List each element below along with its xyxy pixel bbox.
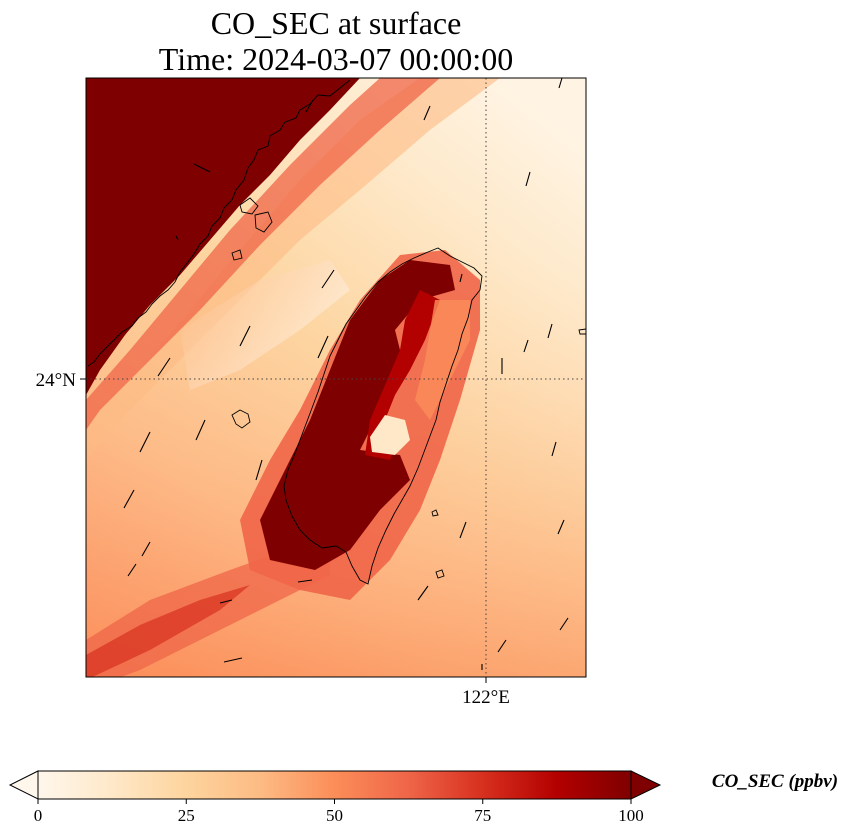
graticule [86, 78, 586, 677]
wind-arrow [127, 563, 137, 577]
map-frame [85, 77, 587, 678]
colorbar-tick-label: 50 [326, 806, 343, 825]
taiwan-high-core [260, 260, 455, 570]
wind-arrow [557, 519, 565, 535]
wind-arrow [317, 335, 329, 359]
colorbar-extend-min [8, 770, 39, 800]
mainland-inlet-2 [254, 211, 273, 233]
colorbar-ticks: 0 25 50 75 100 [34, 799, 644, 825]
lon-tick-label: 122°E [462, 687, 510, 708]
wind-arrow [255, 459, 263, 481]
colorbar-tick-label: 100 [618, 806, 644, 825]
plot-title: CO_SEC at surface [210, 5, 462, 41]
wind-arrow [551, 441, 557, 457]
mainland-islet-1 [231, 249, 243, 261]
wind-vectors [123, 77, 569, 670]
colorbar-extend-max [630, 770, 662, 800]
taiwan-low-pocket [370, 415, 410, 455]
wind-arrow [417, 585, 429, 601]
wind-arrow [123, 489, 135, 509]
wind-arrow [223, 657, 243, 663]
wind-arrow [305, 99, 314, 113]
sw-plume-core [86, 585, 250, 677]
penghu-islands [231, 409, 251, 429]
wind-arrow [559, 617, 569, 631]
plot-subtitle-time: Time: 2024-03-07 00:00:00 [158, 41, 514, 77]
wind-arrow [195, 419, 206, 441]
wind-arrow [547, 323, 553, 339]
wind-arrow [459, 521, 467, 539]
wind-arrow [193, 163, 211, 173]
green-island [431, 509, 439, 517]
lat-tick-label: 24°N [36, 370, 77, 391]
orchid-island [435, 569, 445, 579]
wind-arrow [297, 579, 313, 583]
strait-light-plume [180, 260, 350, 390]
wind-arrow [239, 325, 251, 347]
colorbar-tick-label: 75 [474, 806, 491, 825]
coastlines [87, 79, 586, 585]
wind-arrow [175, 235, 179, 241]
taiwan-coastline [283, 247, 483, 585]
wind-arrow [523, 339, 529, 353]
mainland-inlet-1 [239, 197, 259, 215]
wind-arrow [423, 105, 431, 121]
wind-arrow [139, 431, 151, 453]
wind-arrow [219, 599, 233, 604]
colorbar-gradient [38, 771, 631, 799]
wind-arrow [157, 357, 171, 377]
colorbar-tick-label: 25 [178, 806, 195, 825]
wind-arrow [459, 273, 463, 283]
wind-arrow [141, 541, 151, 557]
mainland-saturated-region [86, 78, 360, 395]
wind-arrow [321, 269, 335, 289]
wind-arrow [525, 171, 531, 187]
colorbar-title: CO_SEC (ppbv) [712, 771, 838, 792]
colorbar-tick-label: 0 [34, 806, 43, 825]
taiwan-east-mid [415, 300, 470, 420]
yonaguni-islet [578, 328, 586, 335]
mainland-coastline [87, 79, 351, 367]
concentration-field [86, 78, 586, 677]
wind-arrow [497, 639, 507, 653]
colorbar: 0 25 50 75 100 CO_SEC (ppbv) [8, 770, 838, 825]
wind-arrow [558, 77, 563, 89]
